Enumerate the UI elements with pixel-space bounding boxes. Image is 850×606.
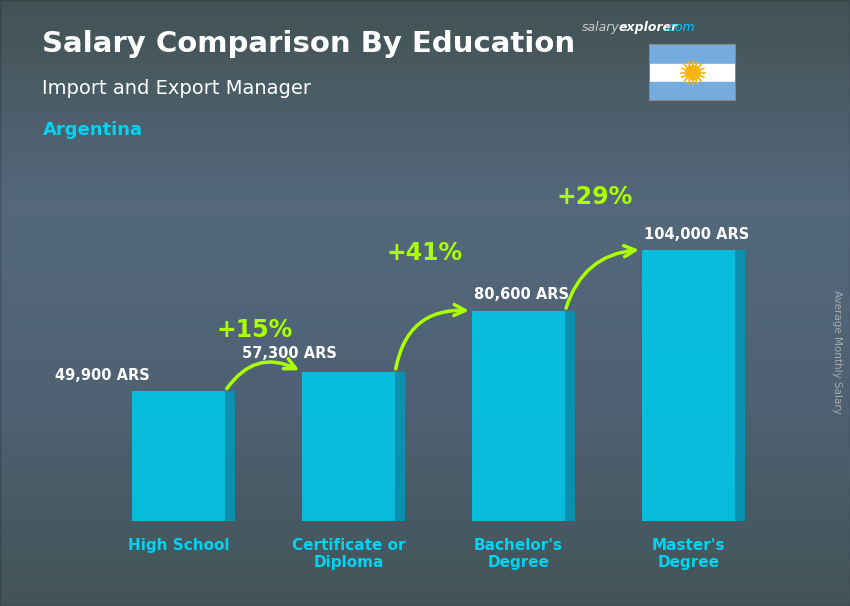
- Text: Average Monthly Salary: Average Monthly Salary: [832, 290, 842, 413]
- Bar: [650, 64, 735, 82]
- Bar: [650, 82, 735, 100]
- Text: 80,600 ARS: 80,600 ARS: [474, 287, 570, 302]
- Text: .com: .com: [665, 21, 695, 34]
- Bar: [472, 311, 565, 521]
- Text: Import and Export Manager: Import and Export Manager: [42, 79, 311, 98]
- Text: Argentina: Argentina: [42, 121, 143, 139]
- Text: explorer: explorer: [619, 21, 678, 34]
- Circle shape: [685, 65, 700, 80]
- Bar: [395, 371, 405, 521]
- Bar: [642, 250, 735, 521]
- Bar: [225, 391, 235, 521]
- Bar: [650, 45, 735, 64]
- Text: 49,900 ARS: 49,900 ARS: [54, 368, 150, 383]
- Text: +15%: +15%: [217, 318, 293, 342]
- FancyArrowPatch shape: [227, 359, 296, 388]
- Text: salary: salary: [582, 21, 620, 34]
- Bar: [735, 250, 745, 521]
- Text: +41%: +41%: [387, 241, 463, 265]
- FancyArrowPatch shape: [566, 245, 635, 308]
- Bar: [302, 371, 395, 521]
- Bar: [132, 391, 225, 521]
- Text: 104,000 ARS: 104,000 ARS: [644, 227, 750, 242]
- Bar: [565, 311, 575, 521]
- Text: Salary Comparison By Education: Salary Comparison By Education: [42, 30, 575, 58]
- Text: 57,300 ARS: 57,300 ARS: [241, 346, 337, 361]
- Text: +29%: +29%: [557, 185, 633, 210]
- FancyArrowPatch shape: [396, 304, 465, 369]
